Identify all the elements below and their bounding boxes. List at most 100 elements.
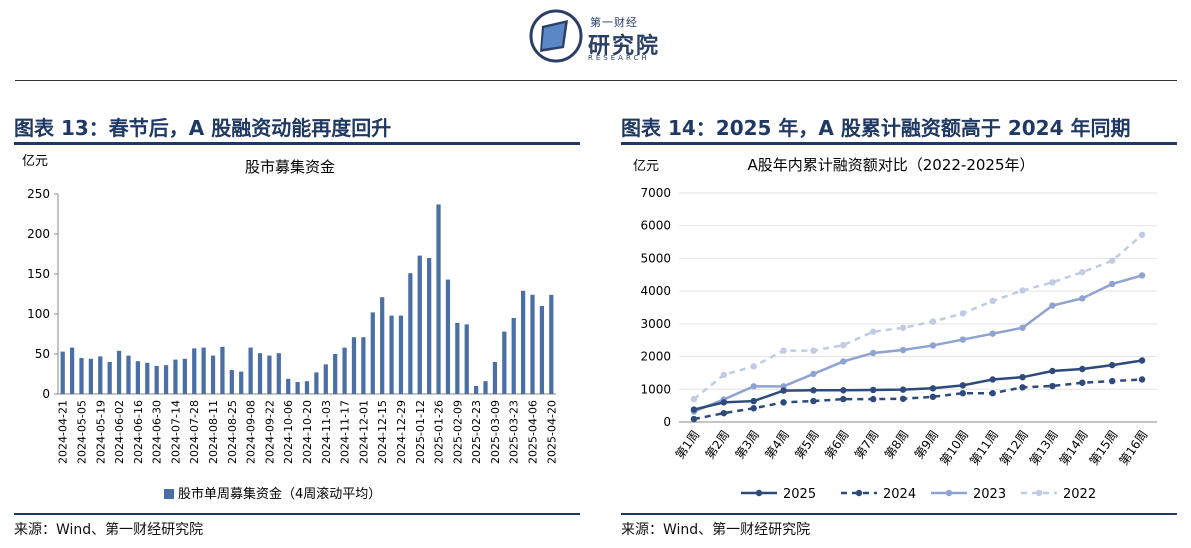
bar: [286, 378, 291, 394]
bar: [530, 294, 535, 394]
series-point-2024: [1108, 377, 1116, 385]
bar-x-tick-label: 2025-03-23: [508, 400, 521, 464]
line-x-tick-label: 第10周: [937, 428, 971, 468]
line-chart: 亿元 A股年内累计融资额对比（2022-2025年） 0 1000 2000 3000…: [633, 156, 1157, 502]
series-point-2024: [869, 395, 877, 403]
bar-x-tick-label: 2024-07-28: [188, 400, 201, 464]
series-point-2022: [929, 318, 937, 325]
bar: [370, 312, 375, 394]
bar-x-tick-label: 2024-11-03: [320, 400, 333, 464]
bar: [126, 355, 131, 394]
bar-x-tick-label: 2025-02-09: [451, 400, 464, 464]
bar: [520, 290, 526, 394]
bar-y-tick-label: 0: [42, 387, 50, 401]
bar: [135, 361, 140, 394]
series-point-2024: [899, 395, 907, 402]
bar-x-tick-label: 2024-09-22: [263, 400, 276, 464]
bar-x-tick-label: 2024-08-25: [226, 400, 239, 464]
legend-label-2024: 2024: [883, 487, 916, 502]
bar: [474, 386, 479, 394]
series-line-2023: [693, 274, 1143, 413]
logo-text-small: 第一财经: [590, 16, 638, 29]
series-point-2023: [899, 346, 907, 354]
bar: [389, 315, 394, 394]
bar: [408, 273, 413, 394]
bar: [304, 381, 310, 394]
series-point-2025: [1108, 361, 1116, 369]
bar: [549, 294, 554, 394]
right-figure-title: 图表 14：2025 年，A 股累计融资额高于 2024 年同期: [621, 116, 1131, 140]
series-line-2024: [693, 378, 1143, 421]
bar: [445, 279, 451, 394]
bar-x-tick-label: 2024-12-29: [395, 400, 408, 464]
series-point-2024: [810, 397, 817, 405]
series-point-2023: [989, 330, 996, 337]
series-point-2024: [750, 405, 757, 412]
line-y-tick-label: 1000: [640, 382, 671, 396]
bar: [173, 359, 178, 394]
series-point-2025: [959, 382, 967, 389]
series-point-2023: [1108, 280, 1116, 288]
series-point-2025: [1079, 365, 1086, 373]
bar: [539, 306, 545, 394]
bar-x-tick-label: 2024-12-15: [376, 400, 389, 464]
bar: [154, 366, 159, 394]
bar: [342, 347, 347, 394]
series-point-2025: [869, 386, 877, 394]
bar: [229, 370, 234, 394]
bar-x-tick-label: 2024-07-14: [169, 400, 182, 464]
line-x-tick-label: 第3周: [733, 428, 763, 462]
bar-y-tick-label: 100: [27, 307, 50, 321]
bar-y-tick-label: 50: [35, 347, 50, 361]
bar-x-tick-label: 2025-02-23: [470, 400, 483, 464]
bar: [351, 337, 357, 394]
left-title-rule: [14, 142, 580, 145]
line-y-tick-label: 2000: [640, 350, 671, 364]
bar-x-tick-label: 2024-10-20: [301, 400, 314, 464]
bar-x-tick-label: 2024-12-01: [357, 400, 370, 464]
series-point-2023: [1079, 295, 1086, 302]
bar: [323, 364, 328, 394]
line-x-tick-label: 第14周: [1057, 428, 1091, 468]
bar: [314, 372, 319, 394]
series-point-2025: [750, 397, 757, 405]
right-title-rule: [621, 142, 1177, 145]
bar-x-tick-label: 2025-01-12: [414, 400, 427, 464]
series-point-2022: [899, 324, 907, 331]
bar: [88, 358, 94, 394]
series-point-2023: [1019, 324, 1026, 331]
series-point-2022: [1108, 257, 1116, 264]
series-point-2025: [720, 399, 728, 406]
line-y-tick-label: 6000: [640, 219, 671, 233]
series-line-2022: [693, 233, 1143, 401]
line-x-tick-label: 第13周: [1027, 428, 1061, 468]
bar-chart-title: 股市募集资金: [245, 158, 335, 176]
series-point-2025: [840, 387, 847, 394]
left-source: 来源：Wind、第一财经研究院: [14, 522, 204, 538]
bar-y-tick-label: 200: [27, 227, 50, 241]
legend-marker-2024: [855, 489, 863, 497]
series-point-2023: [840, 358, 847, 365]
right-source: 来源：Wind、第一财经研究院: [621, 522, 811, 538]
series-point-2022: [989, 297, 996, 305]
bar-y-tick-label: 250: [27, 187, 50, 201]
legend-marker-2025: [755, 489, 763, 497]
series-point-2022: [750, 363, 757, 370]
bar-x-tick-label: 2024-06-16: [132, 400, 145, 464]
line-x-tick-label: 第11周: [967, 428, 1001, 468]
line-y-tick-label: 4000: [640, 284, 671, 298]
series-point-2023: [929, 342, 937, 349]
series-point-2025: [780, 387, 787, 394]
bar: [192, 348, 197, 394]
series-point-2025: [810, 387, 817, 394]
series-point-2024: [720, 409, 728, 417]
bar-x-tick-label: 2025-01-26: [433, 400, 446, 464]
series-point-2024: [690, 415, 698, 423]
series-point-2025: [1019, 373, 1026, 381]
bar: [380, 297, 385, 394]
line-x-tick-label: 第15周: [1087, 428, 1121, 468]
bar: [257, 353, 263, 394]
bar: [276, 353, 281, 394]
bar: [69, 347, 75, 394]
series-point-2024: [929, 393, 937, 401]
